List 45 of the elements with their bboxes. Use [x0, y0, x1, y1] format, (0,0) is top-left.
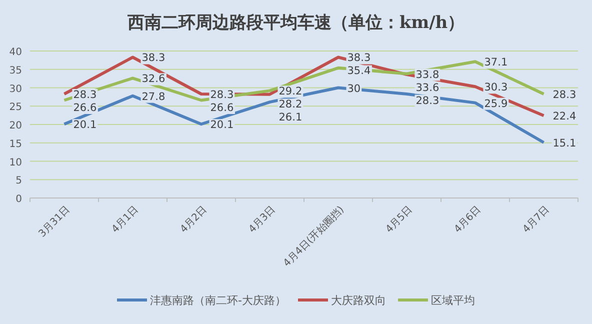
- x-tick-label: 4月6日: [452, 204, 484, 236]
- data-label: 35.4: [347, 65, 371, 78]
- data-label: 38.3: [142, 52, 166, 64]
- legend-label: 区域平均: [430, 294, 475, 307]
- data-label: 38.3: [347, 52, 371, 64]
- data-label: 26.6: [73, 102, 97, 114]
- data-label: 26.6: [210, 102, 234, 114]
- legend-label: 沣惠南路（南二环-大庆路）: [150, 294, 286, 307]
- data-label: 20.1: [210, 119, 234, 132]
- y-tick-label: 15: [9, 138, 22, 150]
- data-label: 32.6: [142, 73, 166, 86]
- data-label: 33.8: [416, 68, 440, 81]
- data-label: 28.3: [73, 88, 97, 101]
- data-label: 26.1: [278, 112, 302, 124]
- data-label: 20.1: [73, 119, 97, 132]
- data-label: 28.3: [552, 88, 576, 101]
- y-tick-label: 30: [9, 84, 22, 95]
- data-label: 28.3: [210, 88, 234, 101]
- data-label: 28.2: [278, 98, 302, 111]
- data-label: 27.8: [142, 90, 166, 103]
- data-label: 37.1: [484, 56, 508, 69]
- data-label: 22.4: [552, 110, 576, 123]
- x-tick-label: 4月1日: [110, 204, 141, 236]
- legend-label: 大庆路双向: [330, 294, 386, 307]
- data-label: 29.2: [278, 86, 302, 98]
- x-tick-label: 3月31日: [36, 204, 72, 240]
- x-tick-label: 4月7日: [520, 204, 552, 236]
- data-label: 30: [347, 82, 361, 95]
- chart-title: 西南二环周边路段平均车速（单位：km/h）: [126, 13, 465, 33]
- data-label: 25.9: [484, 98, 508, 110]
- y-tick-label: 35: [9, 65, 22, 76]
- y-tick-label: 10: [9, 157, 22, 168]
- x-tick-label: 4月4日(开始圈挡): [280, 204, 346, 270]
- y-tick-label: 40: [9, 47, 22, 58]
- x-tick-label: 4月3日: [246, 204, 278, 236]
- y-tick-label: 20: [9, 120, 22, 132]
- y-tick-label: 0: [16, 194, 22, 205]
- y-tick-label: 5: [16, 176, 22, 187]
- data-label: 15.1: [552, 138, 576, 150]
- data-label: 28.3: [416, 94, 440, 107]
- x-tick-label: 4月2日: [178, 204, 210, 236]
- y-tick-label: 25: [9, 102, 22, 114]
- data-label: 30.3: [484, 82, 508, 94]
- x-tick-label: 4月5日: [384, 204, 415, 236]
- data-label: 33.6: [416, 82, 440, 94]
